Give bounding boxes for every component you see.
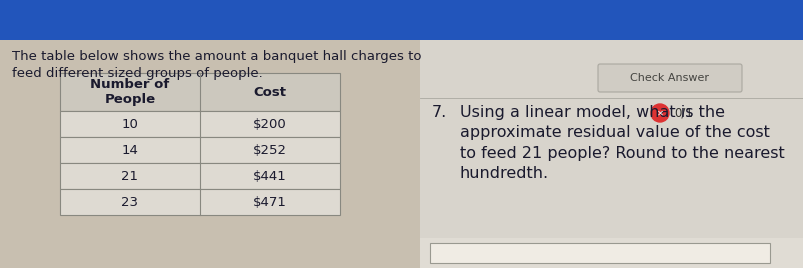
Text: Cost: Cost bbox=[253, 85, 286, 99]
FancyBboxPatch shape bbox=[489, 244, 689, 262]
Text: ✕: ✕ bbox=[656, 109, 662, 117]
Circle shape bbox=[650, 104, 668, 122]
FancyBboxPatch shape bbox=[0, 40, 419, 268]
Text: 7.: 7. bbox=[431, 105, 446, 120]
Text: The table below shows the amount a banquet hall charges to
feed different sized : The table below shows the amount a banqu… bbox=[12, 50, 421, 80]
FancyBboxPatch shape bbox=[60, 189, 340, 215]
FancyBboxPatch shape bbox=[419, 40, 803, 268]
FancyBboxPatch shape bbox=[60, 163, 340, 189]
Text: $441: $441 bbox=[253, 169, 287, 183]
FancyBboxPatch shape bbox=[597, 64, 741, 92]
Text: Check Answer: Check Answer bbox=[630, 73, 708, 83]
Text: Using a linear model, what is the
approximate residual value of the cost
to feed: Using a linear model, what is the approx… bbox=[459, 105, 784, 181]
FancyBboxPatch shape bbox=[430, 243, 769, 263]
Text: 23: 23 bbox=[121, 195, 138, 209]
Text: $200: $200 bbox=[253, 117, 287, 131]
FancyBboxPatch shape bbox=[60, 137, 340, 163]
FancyBboxPatch shape bbox=[419, 238, 803, 268]
Text: 0/1: 0/1 bbox=[673, 106, 692, 120]
Text: 21: 21 bbox=[121, 169, 138, 183]
Text: $471: $471 bbox=[253, 195, 287, 209]
Text: 10: 10 bbox=[121, 117, 138, 131]
FancyBboxPatch shape bbox=[60, 111, 340, 137]
FancyBboxPatch shape bbox=[60, 73, 340, 111]
FancyBboxPatch shape bbox=[0, 0, 803, 40]
Text: 14: 14 bbox=[121, 143, 138, 157]
Text: $252: $252 bbox=[253, 143, 287, 157]
Text: Number of
People: Number of People bbox=[90, 78, 169, 106]
